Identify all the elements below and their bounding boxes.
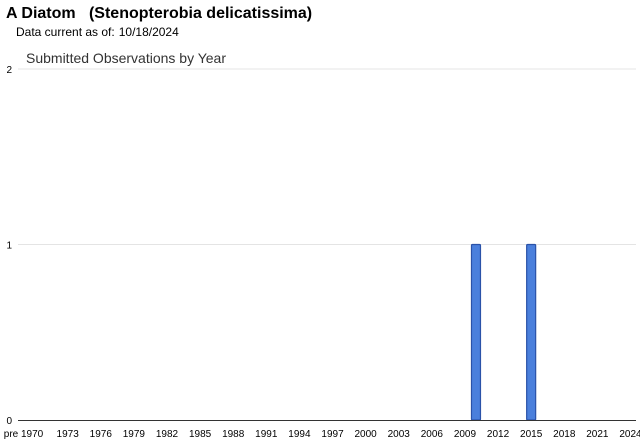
y-tick-label: 2 xyxy=(6,65,12,76)
y-tick-label: 1 xyxy=(6,241,12,252)
x-tick-label: 1997 xyxy=(321,429,344,440)
x-tick-label: 2024 xyxy=(619,429,640,440)
x-tick-label: 2021 xyxy=(586,429,609,440)
x-tick-label: 2009 xyxy=(454,429,477,440)
bar-2015 xyxy=(526,243,537,421)
x-tick-label: 1976 xyxy=(90,429,113,440)
x-tick-label: 2018 xyxy=(553,429,576,440)
x-tick-label: 1973 xyxy=(57,429,80,440)
x-tick-label: 1985 xyxy=(189,429,212,440)
page-title: A Diatom (Stenopterobia delicatissima) xyxy=(6,5,313,22)
x-tick-label: 2003 xyxy=(388,429,411,440)
x-tick-label: 1982 xyxy=(156,429,179,440)
x-tick-label: 1991 xyxy=(255,429,278,440)
bar-layer xyxy=(470,243,537,421)
x-tick-label: 2015 xyxy=(520,429,543,440)
x-tick-label: 1979 xyxy=(123,429,146,440)
x-tick-label: 2006 xyxy=(421,429,444,440)
y-tick-label: 0 xyxy=(6,416,12,427)
grid-layer xyxy=(18,68,636,245)
data-current-date: 10/18/2024 xyxy=(118,25,179,39)
x-tick-label: 1994 xyxy=(288,429,311,440)
x-tick-label: 2012 xyxy=(487,429,510,440)
x-tick-label: 2000 xyxy=(355,429,378,440)
axis-layer: 0 1 2 pre 1970 1973 1976 1979 1982 1985 1988 1991 1… xyxy=(4,65,640,440)
bar-2010 xyxy=(470,243,482,421)
data-current-line: Data current as of: 10/18/2024 xyxy=(16,25,179,39)
data-current-label: Data current as of: xyxy=(16,25,115,39)
x-tick-label: pre 1970 xyxy=(4,429,44,440)
x-tick-label: 1988 xyxy=(222,429,245,440)
chart-title: Submitted Observations by Year xyxy=(26,50,227,66)
